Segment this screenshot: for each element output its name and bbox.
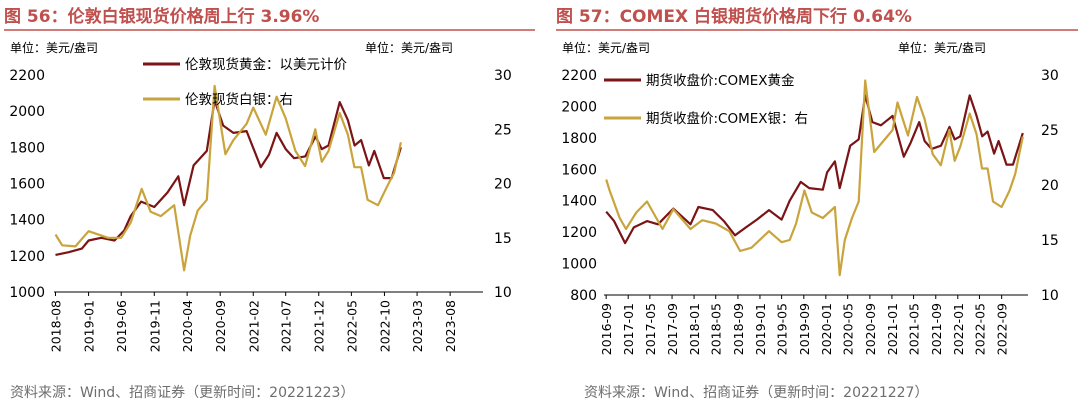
- series-group: [605, 79, 1024, 277]
- x-tick-label: 2022-10: [377, 300, 392, 352]
- gold-series-line: [605, 94, 1024, 245]
- x-tick-label: 2018-09: [731, 303, 746, 355]
- x-tick-label: 2019-11: [147, 300, 162, 352]
- y-left-tick-label: 1200: [561, 225, 597, 241]
- x-tick-label: 2022-09: [995, 303, 1010, 355]
- x-tick-label: 2020-01: [819, 303, 834, 355]
- axes: 1000 1200 1400 1600 1800 2000 2200 10 15 20 25 30 20…: [9, 68, 511, 352]
- x-tick-label: 2018-01: [687, 303, 702, 355]
- series-group: [54, 84, 402, 272]
- y-right-tick-label: 15: [494, 231, 512, 247]
- chart-panel-57: 图 57：COMEX 白银期货价格周下行 0.64% 单位：美元/盎司 单位：美…: [556, 6, 1078, 401]
- source-note: 资料来源：Wind、招商证券（更新时间：20221227）: [584, 385, 928, 401]
- y-left-tick-label: 800: [570, 288, 597, 304]
- y-left-tick-label: 1000: [561, 257, 597, 273]
- x-tick-label: 2023-03: [410, 300, 425, 352]
- y-left-tick-label: 1600: [561, 162, 597, 178]
- y-left-tick-label: 2200: [561, 68, 597, 84]
- legend-label-silver: 伦敦现货白银：右: [185, 91, 293, 108]
- chart-title: 图 56：伦敦白银现货价格周上行 3.96%: [4, 6, 319, 27]
- y-left-tick-label: 1800: [9, 140, 45, 156]
- x-tick-label: 2019-09: [797, 303, 812, 355]
- unit-left-label: 单位：美元/盎司: [562, 40, 650, 55]
- y-right-tick-label: 20: [1041, 178, 1059, 194]
- unit-left-label: 单位：美元/盎司: [10, 40, 98, 55]
- unit-right-label: 单位：美元/盎司: [898, 40, 986, 55]
- y-right-tick-label: 30: [1041, 68, 1059, 84]
- x-tick-label: 2018-08: [49, 300, 64, 352]
- x-tick-label: 2021-02: [246, 300, 261, 352]
- legend-label-gold: 伦敦现货黄金：以美元计价: [185, 56, 347, 73]
- x-tick-label: 2022-05: [972, 303, 987, 355]
- x-tick-label: 2019-06: [114, 300, 129, 352]
- x-tick-label: 2022-05: [344, 300, 359, 352]
- y-right-tick-label: 25: [1041, 123, 1059, 139]
- y-left-tick-label: 1200: [9, 249, 45, 265]
- x-tick-label: 2020-05: [841, 303, 856, 355]
- y-left-tick-label: 1600: [9, 177, 45, 193]
- x-tick-label: 2019-01: [753, 303, 768, 355]
- silver-series-line: [605, 79, 1024, 277]
- x-tick-label: 2016-09: [599, 303, 614, 355]
- y-right-tick-label: 10: [494, 285, 512, 301]
- x-tick-label: 2020-09: [213, 300, 228, 352]
- y-left-tick-label: 1000: [9, 285, 45, 301]
- x-tick-label: 2017-09: [665, 303, 680, 355]
- y-left-tick-label: 1400: [9, 213, 45, 229]
- y-left-tick-label: 2200: [9, 68, 45, 84]
- y-left-tick-label: 1400: [561, 194, 597, 210]
- x-tick-label: 2021-12: [312, 300, 327, 352]
- x-tick-label: 2021-07: [279, 300, 294, 352]
- legend-label-silver: 期货收盘价:COMEX银：右: [646, 110, 808, 127]
- legend-label-gold: 期货收盘价:COMEX黄金: [646, 72, 795, 89]
- y-right-tick-label: 20: [494, 177, 512, 193]
- x-tick-label: 2019-05: [775, 303, 790, 355]
- y-left-tick-label: 2000: [561, 99, 597, 115]
- source-note: 资料来源：Wind、招商证券（更新时间：20221223）: [10, 385, 354, 401]
- x-tick-label: 2022-01: [951, 303, 966, 355]
- x-tick-label: 2021-05: [907, 303, 922, 355]
- y-right-tick-label: 25: [494, 122, 512, 138]
- y-right-tick-label: 10: [1041, 288, 1059, 304]
- y-right-tick-label: 30: [494, 68, 512, 84]
- x-tick-label: 2019-01: [82, 300, 97, 352]
- gold-series-line: [55, 99, 402, 256]
- y-left-tick-label: 2000: [9, 104, 45, 120]
- x-tick-label: 2020-09: [863, 303, 878, 355]
- y-left-tick-label: 1800: [561, 131, 597, 147]
- y-right-tick-label: 15: [1041, 233, 1059, 249]
- chart-panel-56: 图 56：伦敦白银现货价格周上行 3.96% 单位：美元/盎司 单位：美元/盎司…: [4, 6, 535, 401]
- unit-right-label: 单位：美元/盎司: [365, 40, 453, 55]
- chart-title: 图 57：COMEX 白银期货价格周下行 0.64%: [556, 6, 912, 27]
- x-tick-label: 2017-01: [621, 303, 636, 355]
- axes: 800 1000 1200 1400 1600 1800 2000 2200 10 15 20 25 3…: [561, 68, 1058, 355]
- x-tick-label: 2017-05: [643, 303, 658, 355]
- x-tick-label: 2023-08: [443, 300, 458, 352]
- x-tick-label: 2018-05: [709, 303, 724, 355]
- x-tick-label: 2021-09: [929, 303, 944, 355]
- silver-series-line: [54, 84, 402, 272]
- x-tick-label: 2020-04: [180, 300, 195, 352]
- x-tick-label: 2021-01: [885, 303, 900, 355]
